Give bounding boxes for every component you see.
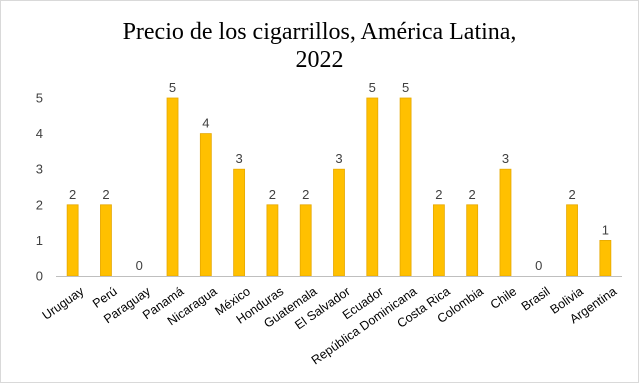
- bar: [100, 204, 112, 277]
- bar: [299, 204, 312, 277]
- data-label: 2: [102, 187, 109, 202]
- data-label: 2: [69, 187, 76, 202]
- data-labels: 2 2 0 5 4 3 2 2 3 5 5 2 2 3 0 2 1: [69, 80, 609, 273]
- data-label: 2: [568, 187, 575, 202]
- y-tick-label: 2: [36, 197, 43, 212]
- y-tick-label: 1: [36, 233, 43, 248]
- bar: [566, 204, 578, 277]
- bar: [599, 239, 612, 277]
- y-tick-label: 5: [36, 91, 43, 106]
- bar: [66, 204, 79, 277]
- bars: [66, 97, 612, 277]
- data-label: 3: [335, 151, 342, 166]
- bar: [266, 204, 279, 277]
- x-axis-labels: Uruguay PerúParaguayPanamáNicaraguaMéxico…: [40, 284, 619, 368]
- x-tick-label: Uruguay: [40, 284, 87, 323]
- data-label: 2: [469, 187, 476, 202]
- bar: [166, 97, 179, 277]
- data-label: 2: [269, 187, 276, 202]
- x-tick-label: Brasil: [519, 284, 553, 313]
- bar: [199, 133, 212, 277]
- data-label: 2: [302, 187, 309, 202]
- data-label: 4: [202, 116, 209, 131]
- bar: [432, 204, 445, 277]
- chart-title-line-2: 2022: [295, 47, 344, 73]
- data-label: 5: [369, 80, 376, 95]
- data-label: 0: [136, 258, 143, 273]
- x-tick-label: Chile: [488, 284, 519, 312]
- y-tick-label: 4: [36, 126, 43, 141]
- bar: [366, 97, 379, 277]
- data-label: 3: [502, 151, 509, 166]
- chart-title-line-1: Precio de los cigarrillos, América Latin…: [122, 19, 517, 45]
- y-tick-label: 0: [36, 269, 43, 284]
- y-axis: 0 1 2 3 4 5: [36, 91, 43, 284]
- data-label: 3: [236, 151, 243, 166]
- data-label: 5: [169, 80, 176, 95]
- bar: [466, 204, 479, 277]
- bar: [233, 168, 246, 277]
- data-label: 5: [402, 80, 409, 95]
- chart-title: Precio de los cigarrillos, América Latin…: [0, 18, 639, 74]
- bar: [499, 168, 512, 277]
- bar: [399, 97, 412, 277]
- data-label: 1: [602, 222, 609, 237]
- bar: [333, 168, 345, 277]
- data-label: 2: [435, 187, 442, 202]
- data-label: 0: [535, 258, 542, 273]
- y-tick-label: 3: [36, 162, 43, 177]
